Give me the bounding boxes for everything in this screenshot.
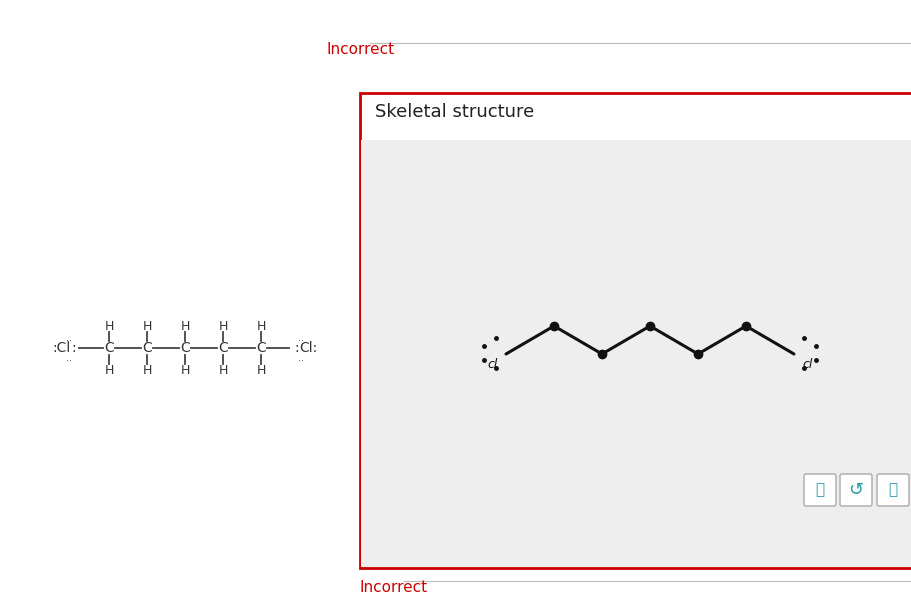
FancyBboxPatch shape bbox=[876, 474, 908, 506]
Text: ..: .. bbox=[66, 333, 72, 343]
Text: H: H bbox=[104, 364, 114, 377]
Text: ..: .. bbox=[66, 353, 72, 363]
Text: C: C bbox=[104, 341, 114, 355]
Text: :Cl: :Cl bbox=[53, 341, 71, 355]
Text: H: H bbox=[104, 319, 114, 332]
Text: Incorrect: Incorrect bbox=[327, 42, 394, 57]
FancyBboxPatch shape bbox=[361, 140, 910, 567]
Text: cl: cl bbox=[487, 358, 497, 371]
Text: H: H bbox=[180, 364, 189, 377]
Text: H: H bbox=[256, 319, 265, 332]
FancyBboxPatch shape bbox=[839, 474, 871, 506]
Text: ↺: ↺ bbox=[847, 481, 863, 499]
Text: ..: .. bbox=[298, 353, 303, 363]
Text: 🔍: 🔍 bbox=[887, 483, 896, 498]
Text: C: C bbox=[180, 341, 189, 355]
Text: Cl:: Cl: bbox=[299, 341, 317, 355]
Text: H: H bbox=[180, 319, 189, 332]
Text: 🔍: 🔍 bbox=[814, 483, 824, 498]
Text: C: C bbox=[256, 341, 266, 355]
Text: H: H bbox=[218, 319, 228, 332]
Text: :: : bbox=[294, 341, 299, 355]
Text: H: H bbox=[142, 319, 151, 332]
Text: H: H bbox=[256, 364, 265, 377]
Text: ..: .. bbox=[298, 333, 303, 343]
Text: C: C bbox=[142, 341, 152, 355]
Text: H: H bbox=[218, 364, 228, 377]
Text: cl: cl bbox=[801, 358, 812, 371]
FancyBboxPatch shape bbox=[360, 93, 911, 568]
Text: H: H bbox=[142, 364, 151, 377]
Text: C: C bbox=[218, 341, 228, 355]
Text: Incorrect: Incorrect bbox=[360, 580, 427, 595]
Text: :: : bbox=[71, 341, 76, 355]
FancyBboxPatch shape bbox=[804, 474, 835, 506]
Text: Skeletal structure: Skeletal structure bbox=[374, 103, 534, 121]
